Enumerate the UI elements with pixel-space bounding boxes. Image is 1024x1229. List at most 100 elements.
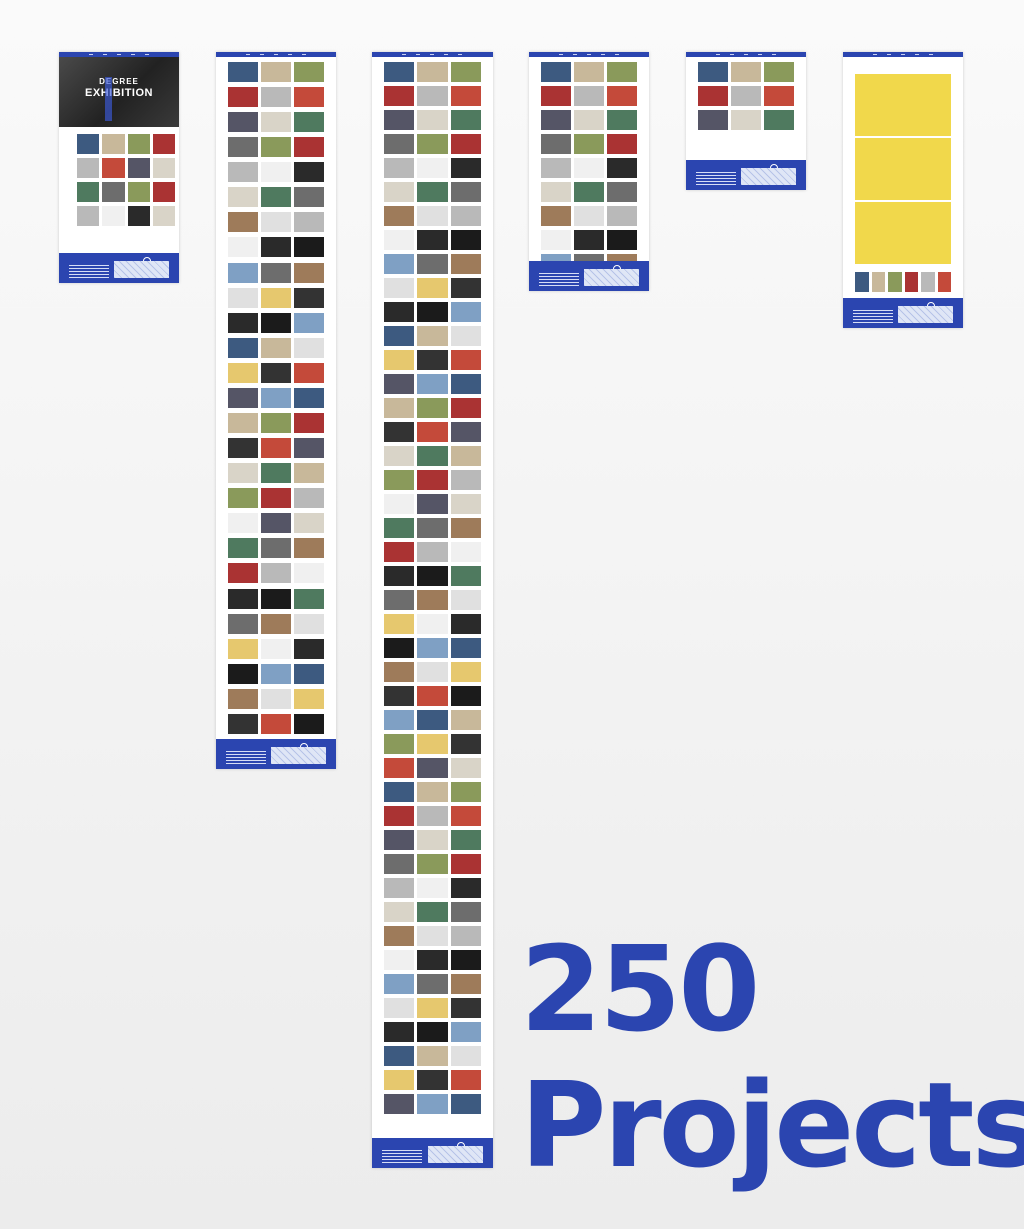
project-tile[interactable] [698, 62, 728, 82]
project-tile[interactable] [607, 110, 637, 130]
project-tile[interactable] [450, 374, 481, 394]
project-tile[interactable] [417, 710, 448, 730]
project-tile[interactable] [228, 412, 258, 433]
project-tile[interactable] [417, 542, 448, 562]
project-tile[interactable] [228, 187, 258, 208]
project-tile[interactable] [417, 902, 448, 922]
project-tile[interactable] [228, 688, 258, 709]
project-tile[interactable] [450, 1094, 481, 1114]
project-tile[interactable] [417, 590, 448, 610]
project-tile[interactable] [921, 272, 935, 292]
project-tile[interactable] [450, 758, 481, 778]
project-tile[interactable] [417, 86, 448, 106]
project-tile[interactable] [294, 187, 324, 208]
project-tile[interactable] [574, 134, 604, 154]
project-tile[interactable] [450, 782, 481, 802]
site-thumbnail-projects-2[interactable] [216, 52, 336, 769]
project-tile[interactable] [294, 488, 324, 509]
project-tile[interactable] [77, 206, 100, 226]
project-tile[interactable] [384, 350, 415, 370]
project-tile[interactable] [607, 182, 637, 202]
project-tile[interactable] [294, 463, 324, 484]
project-tile[interactable] [294, 337, 324, 358]
project-tile[interactable] [384, 662, 415, 682]
project-tile[interactable] [450, 62, 481, 82]
project-tile[interactable] [384, 782, 415, 802]
project-tile[interactable] [384, 542, 415, 562]
project-tile[interactable] [152, 158, 175, 178]
project-tile[interactable] [417, 566, 448, 586]
project-tile[interactable] [417, 446, 448, 466]
project-tile[interactable] [450, 686, 481, 706]
project-tile[interactable] [417, 1094, 448, 1114]
project-tile[interactable] [261, 362, 291, 383]
project-tile[interactable] [384, 518, 415, 538]
project-tile[interactable] [607, 206, 637, 226]
project-tile[interactable] [384, 1070, 415, 1090]
project-tile[interactable] [450, 590, 481, 610]
project-tile[interactable] [607, 86, 637, 106]
site-thumbnail-landing[interactable]: DEGREE EXHIBITION [59, 52, 179, 283]
project-tile[interactable] [102, 158, 125, 178]
project-tile[interactable] [384, 182, 415, 202]
project-tile[interactable] [417, 806, 448, 826]
project-tile[interactable] [294, 62, 324, 82]
project-tile[interactable] [261, 312, 291, 333]
project-tile[interactable] [384, 62, 415, 82]
project-tile[interactable] [228, 87, 258, 108]
project-tile[interactable] [261, 62, 291, 82]
project-tile[interactable] [417, 926, 448, 946]
project-tile[interactable] [937, 272, 951, 292]
project-tile[interactable] [294, 137, 324, 158]
project-tile[interactable] [450, 1022, 481, 1042]
project-tile[interactable] [261, 638, 291, 659]
project-tile[interactable] [417, 1070, 448, 1090]
project-tile[interactable] [228, 137, 258, 158]
project-tile[interactable] [261, 112, 291, 133]
project-tile[interactable] [228, 387, 258, 408]
project-tile[interactable] [384, 158, 415, 178]
project-tile[interactable] [450, 734, 481, 754]
project-tile[interactable] [384, 230, 415, 250]
project-tile[interactable] [294, 588, 324, 609]
project-tile[interactable] [384, 926, 415, 946]
project-tile[interactable] [261, 187, 291, 208]
project-tile[interactable] [417, 230, 448, 250]
project-tile[interactable] [450, 878, 481, 898]
project-tile[interactable] [77, 134, 100, 154]
project-tile[interactable] [764, 86, 794, 106]
project-tile[interactable] [450, 614, 481, 634]
project-tile[interactable] [228, 287, 258, 308]
project-tile[interactable] [384, 470, 415, 490]
project-tile[interactable] [450, 830, 481, 850]
project-tile[interactable] [417, 998, 448, 1018]
project-tile[interactable] [294, 438, 324, 459]
project-tile[interactable] [228, 713, 258, 734]
project-tile[interactable] [450, 422, 481, 442]
project-tile[interactable] [261, 287, 291, 308]
project-tile[interactable] [450, 974, 481, 994]
project-tile[interactable] [152, 134, 175, 154]
project-tile[interactable] [384, 878, 415, 898]
project-tile[interactable] [417, 422, 448, 442]
project-tile[interactable] [228, 212, 258, 233]
project-tile[interactable] [261, 438, 291, 459]
project-tile[interactable] [384, 1022, 415, 1042]
project-tile[interactable] [384, 302, 415, 322]
project-tile[interactable] [417, 782, 448, 802]
project-tile[interactable] [417, 662, 448, 682]
project-tile[interactable] [261, 688, 291, 709]
project-tile[interactable] [228, 312, 258, 333]
project-tile[interactable] [152, 206, 175, 226]
project-tile[interactable] [294, 688, 324, 709]
project-tile[interactable] [574, 230, 604, 250]
project-tile[interactable] [261, 212, 291, 233]
project-tile[interactable] [607, 230, 637, 250]
project-tile[interactable] [261, 563, 291, 584]
project-tile[interactable] [417, 1022, 448, 1042]
project-tile[interactable] [384, 206, 415, 226]
project-tile[interactable] [450, 86, 481, 106]
project-tile[interactable] [417, 110, 448, 130]
project-tile[interactable] [102, 182, 125, 202]
project-tile[interactable] [228, 563, 258, 584]
